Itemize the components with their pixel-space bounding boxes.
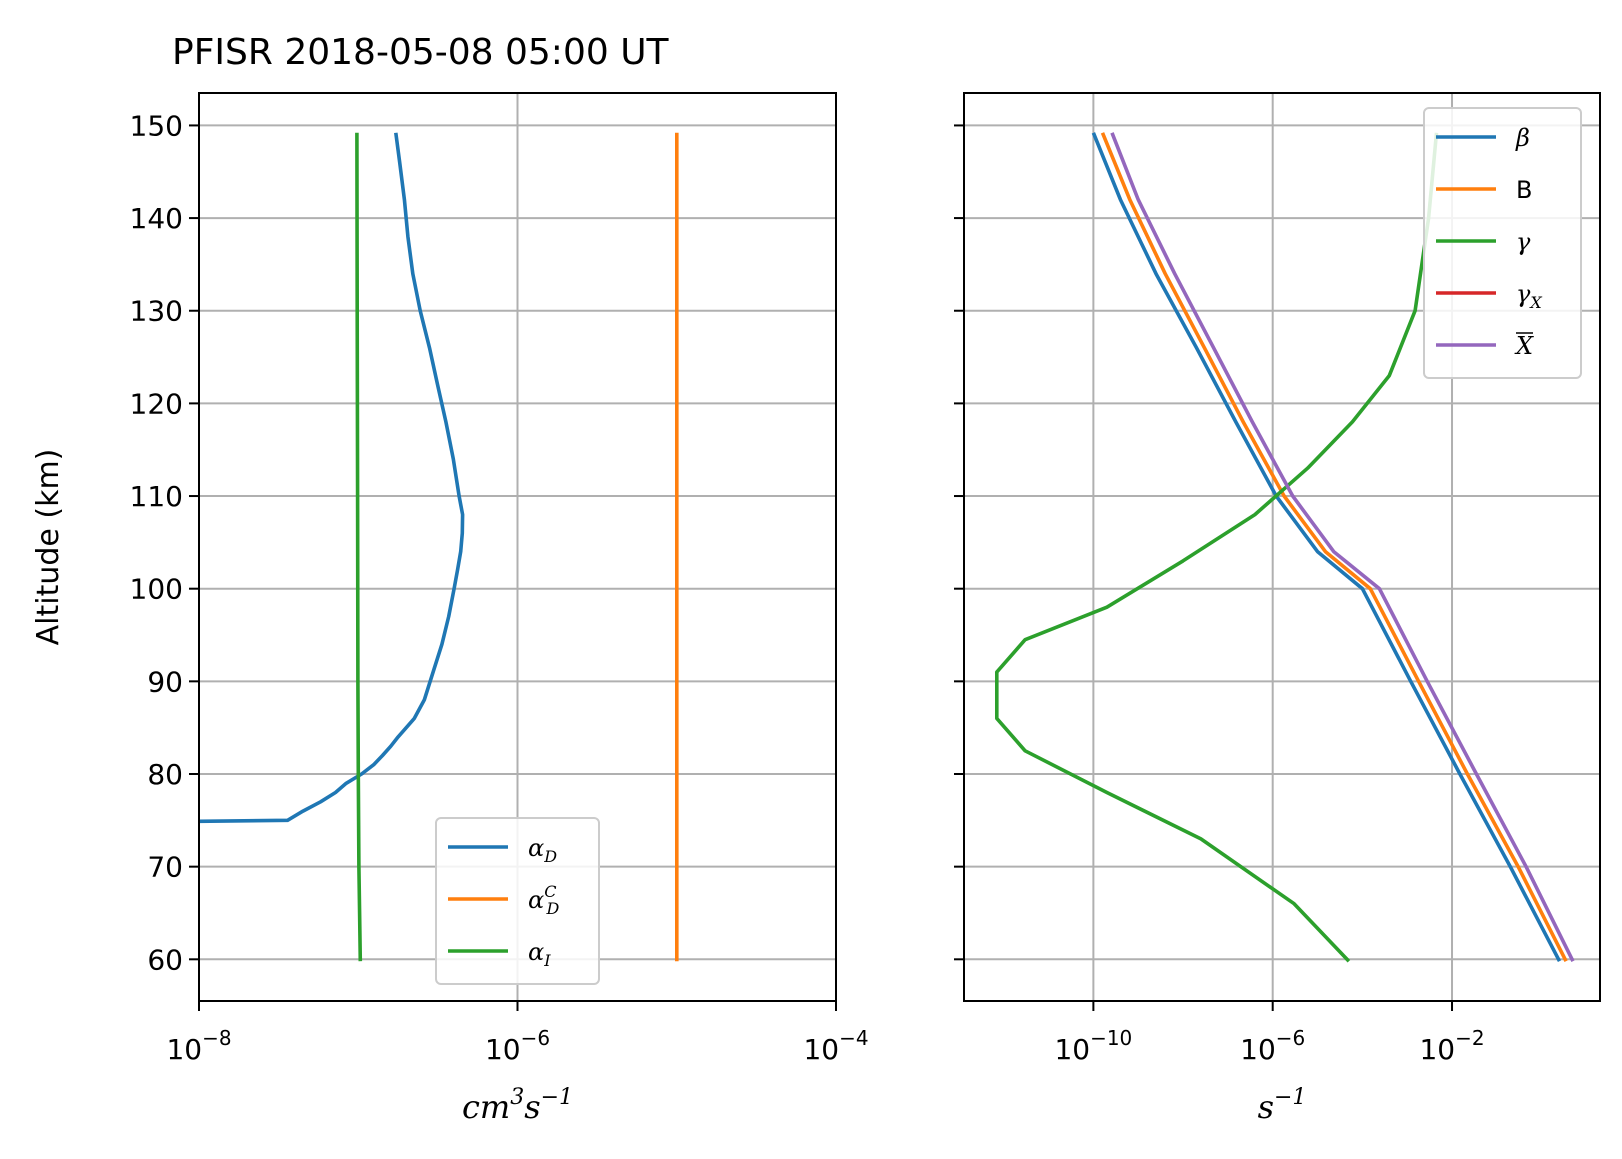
series-line-γ — [994, 132, 1439, 963]
series-group — [198, 132, 679, 962]
legend-entry-γX: γX — [1516, 280, 1542, 312]
series-line-αI — [355, 132, 363, 962]
legend-box — [435, 817, 600, 985]
series-line-αD — [198, 132, 465, 824]
left-panel: 60 70 80 90 100 110 120 130 140 150 10−8 10−6 10−4 cm… — [31, 92, 869, 1126]
x-tick-label: 10−8 — [166, 1026, 231, 1066]
legend-entry-αI: αI — [528, 938, 551, 970]
y-tick-label: 100 — [130, 573, 183, 606]
series-group — [994, 132, 1575, 963]
series-line-β — [1091, 132, 1562, 963]
legend-entry-γ: γ — [1516, 228, 1531, 256]
y-axis-label: Altitude (km) — [31, 449, 66, 646]
ticks: 60 70 80 90 100 110 120 130 140 150 10−8 10−6 10−4 — [130, 109, 869, 1066]
series-line-X̅ — [1110, 132, 1575, 963]
x-axis-label: cm3s−1 — [462, 1085, 573, 1126]
y-tick-label: 70 — [147, 851, 183, 884]
legend-entry-αD: αD — [528, 834, 557, 866]
y-tick-label: 130 — [130, 295, 183, 328]
y-tick-label: 90 — [147, 665, 183, 698]
x-tick-label: 10−10 — [1054, 1026, 1132, 1066]
y-tick-label: 150 — [130, 109, 183, 142]
ticks: 10−10 10−6 10−2 — [954, 124, 1485, 1066]
y-tick-label: 60 — [147, 943, 183, 976]
legend: βBγ γX X — [1423, 107, 1582, 379]
series-line-B — [1100, 132, 1568, 963]
legend: αD αC D αI — [435, 817, 600, 985]
right-panel: 10−10 10−6 10−2 s−1 βBγ γX X — [954, 92, 1601, 1126]
legend-entry-αDC: αC D — [528, 882, 559, 918]
y-tick-label: 110 — [130, 480, 183, 513]
x-tick-label: 10−2 — [1419, 1026, 1484, 1066]
legend-entry-B: B — [1516, 176, 1532, 204]
x-tick-label: 10−6 — [1240, 1026, 1305, 1066]
y-tick-label: 140 — [130, 202, 183, 235]
x-tick-label: 10−6 — [485, 1026, 550, 1066]
x-tick-label: 10−4 — [803, 1026, 868, 1066]
legend-box — [1423, 107, 1582, 379]
plot-frame — [963, 92, 1601, 1002]
y-tick-label: 120 — [130, 387, 183, 420]
y-tick-label: 80 — [147, 758, 183, 791]
legend-entry-X̅: X — [1514, 332, 1534, 360]
chart-title: PFISR 2018-05-08 05:00 UT — [172, 32, 670, 73]
x-axis-label: s−1 — [1258, 1085, 1307, 1126]
legend-entry-β: β — [1515, 124, 1530, 152]
